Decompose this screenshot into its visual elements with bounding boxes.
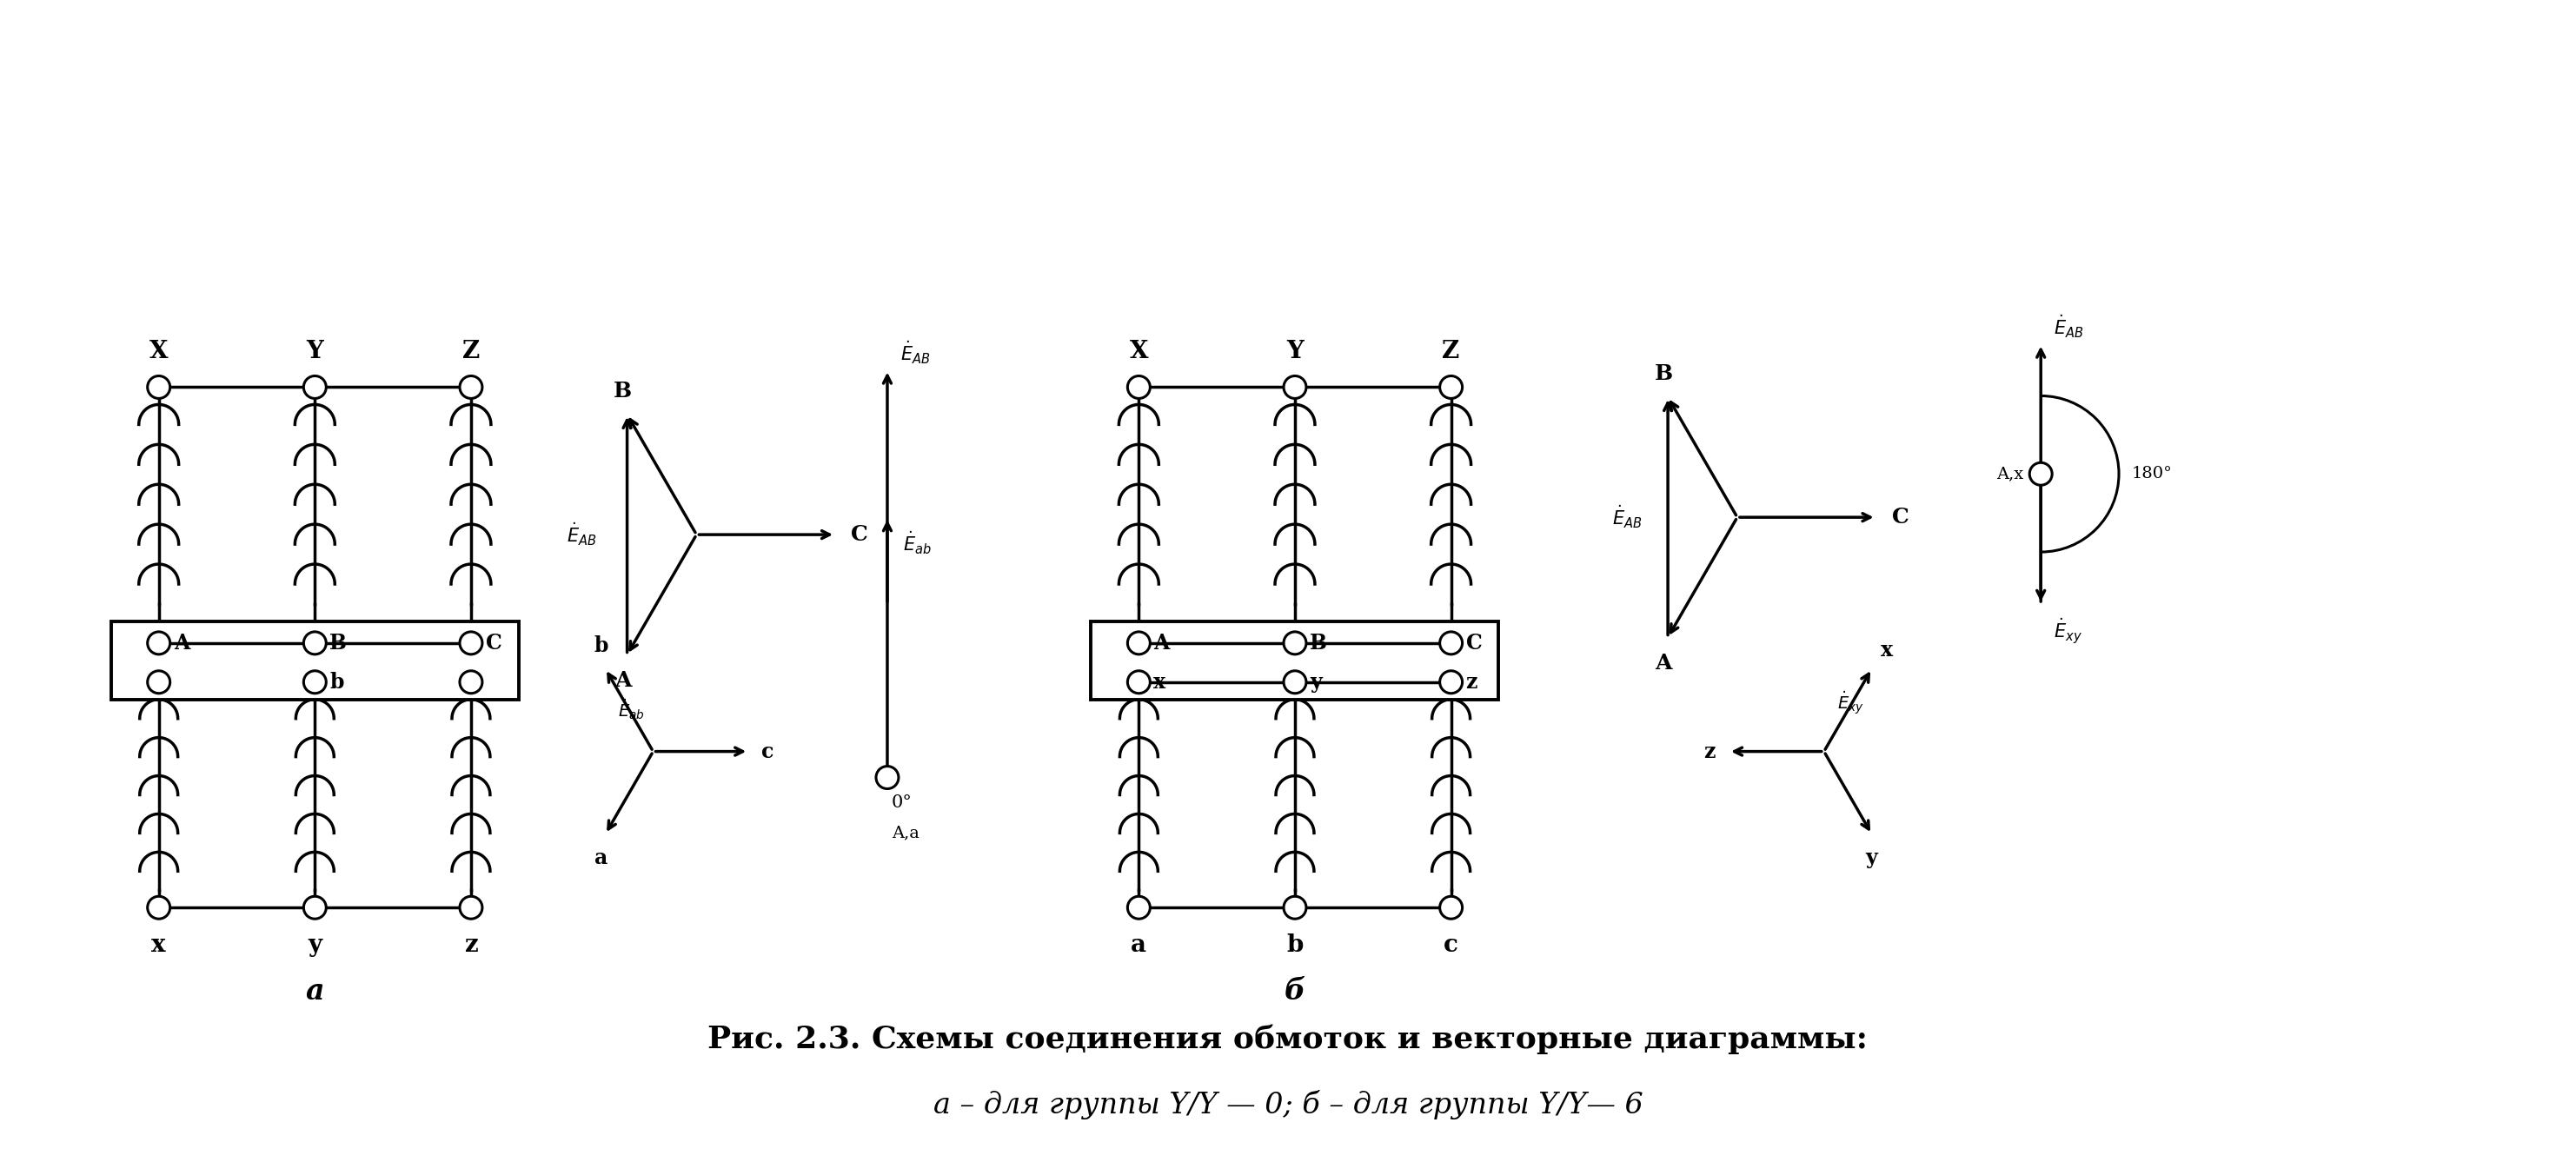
Circle shape bbox=[2030, 463, 2053, 485]
Text: X: X bbox=[1128, 339, 1149, 362]
Circle shape bbox=[459, 897, 482, 919]
Circle shape bbox=[304, 376, 327, 399]
Circle shape bbox=[459, 631, 482, 655]
Text: A,x: A,x bbox=[1996, 466, 2025, 482]
Text: b: b bbox=[595, 635, 608, 656]
Circle shape bbox=[147, 897, 170, 919]
Text: $\dot{E}_{xy}$: $\dot{E}_{xy}$ bbox=[1837, 690, 1865, 717]
Text: a: a bbox=[307, 977, 325, 1005]
Text: a: a bbox=[595, 848, 608, 867]
Text: $\dot{E}_{ab}$: $\dot{E}_{ab}$ bbox=[904, 530, 933, 556]
Circle shape bbox=[1440, 631, 1463, 655]
Text: C: C bbox=[487, 632, 502, 653]
Text: $\dot{E}_{AB}$: $\dot{E}_{AB}$ bbox=[567, 521, 598, 548]
Text: B: B bbox=[613, 381, 631, 401]
Circle shape bbox=[1283, 671, 1306, 693]
Circle shape bbox=[1128, 671, 1149, 693]
Circle shape bbox=[1440, 671, 1463, 693]
Text: x: x bbox=[152, 934, 165, 957]
Text: Рис. 2.3. Схемы соединения обмоток и векторные диаграммы:: Рис. 2.3. Схемы соединения обмоток и век… bbox=[708, 1025, 1868, 1054]
Text: $\dot{E}_{AB}$: $\dot{E}_{AB}$ bbox=[1613, 504, 1641, 531]
Text: y: y bbox=[1309, 672, 1321, 692]
Text: x: x bbox=[1154, 672, 1167, 692]
Circle shape bbox=[147, 376, 170, 399]
Text: A: A bbox=[1654, 653, 1672, 675]
Text: Z: Z bbox=[1443, 339, 1461, 362]
Text: b: b bbox=[330, 672, 345, 692]
Bar bbox=[111, 622, 518, 699]
Circle shape bbox=[1440, 897, 1463, 919]
Circle shape bbox=[147, 671, 170, 693]
Bar bbox=[1092, 622, 1499, 699]
Text: C: C bbox=[850, 524, 868, 545]
Text: y: y bbox=[1865, 848, 1878, 867]
Text: 180°: 180° bbox=[2133, 466, 2172, 482]
Circle shape bbox=[1283, 376, 1306, 399]
Text: Z: Z bbox=[461, 339, 479, 362]
Circle shape bbox=[1128, 897, 1149, 919]
Text: A: A bbox=[1154, 632, 1170, 653]
Text: A: A bbox=[613, 671, 631, 691]
Text: A,a: A,a bbox=[891, 825, 920, 841]
Circle shape bbox=[459, 376, 482, 399]
Text: c: c bbox=[1443, 934, 1458, 957]
Circle shape bbox=[1128, 631, 1149, 655]
Text: $\dot{E}_{AB}$: $\dot{E}_{AB}$ bbox=[902, 339, 930, 366]
Circle shape bbox=[459, 671, 482, 693]
Circle shape bbox=[304, 631, 327, 655]
Circle shape bbox=[304, 897, 327, 919]
Text: x: x bbox=[1880, 639, 1893, 660]
Circle shape bbox=[876, 766, 899, 789]
Text: Y: Y bbox=[1285, 339, 1303, 362]
Text: b: b bbox=[1285, 934, 1303, 957]
Text: $\dot{E}_{AB}$: $\dot{E}_{AB}$ bbox=[2053, 313, 2084, 339]
Text: C: C bbox=[1891, 507, 1909, 527]
Circle shape bbox=[147, 631, 170, 655]
Circle shape bbox=[1128, 376, 1149, 399]
Circle shape bbox=[1283, 631, 1306, 655]
Text: z: z bbox=[1703, 741, 1716, 762]
Text: $\dot{E}_{xy}$: $\dot{E}_{xy}$ bbox=[2053, 617, 2081, 646]
Circle shape bbox=[1440, 376, 1463, 399]
Text: C: C bbox=[1466, 632, 1481, 653]
Text: б: б bbox=[1285, 977, 1306, 1005]
Text: c: c bbox=[762, 741, 773, 762]
Text: X: X bbox=[149, 339, 167, 362]
Text: Y: Y bbox=[307, 339, 325, 362]
Circle shape bbox=[304, 671, 327, 693]
Text: $\dot{E}_{ab}$: $\dot{E}_{ab}$ bbox=[618, 697, 644, 721]
Text: A: A bbox=[173, 632, 191, 653]
Text: y: y bbox=[309, 934, 322, 957]
Text: B: B bbox=[1654, 364, 1672, 385]
Text: a – для группы Y/Y — 0; б – для группы Y/Y— 6: a – для группы Y/Y — 0; б – для группы Y… bbox=[933, 1090, 1643, 1119]
Text: z: z bbox=[464, 934, 477, 957]
Circle shape bbox=[1283, 897, 1306, 919]
Text: B: B bbox=[1309, 632, 1327, 653]
Text: 0°: 0° bbox=[891, 795, 912, 811]
Text: a: a bbox=[1131, 934, 1146, 957]
Text: z: z bbox=[1466, 672, 1479, 692]
Text: B: B bbox=[330, 632, 348, 653]
